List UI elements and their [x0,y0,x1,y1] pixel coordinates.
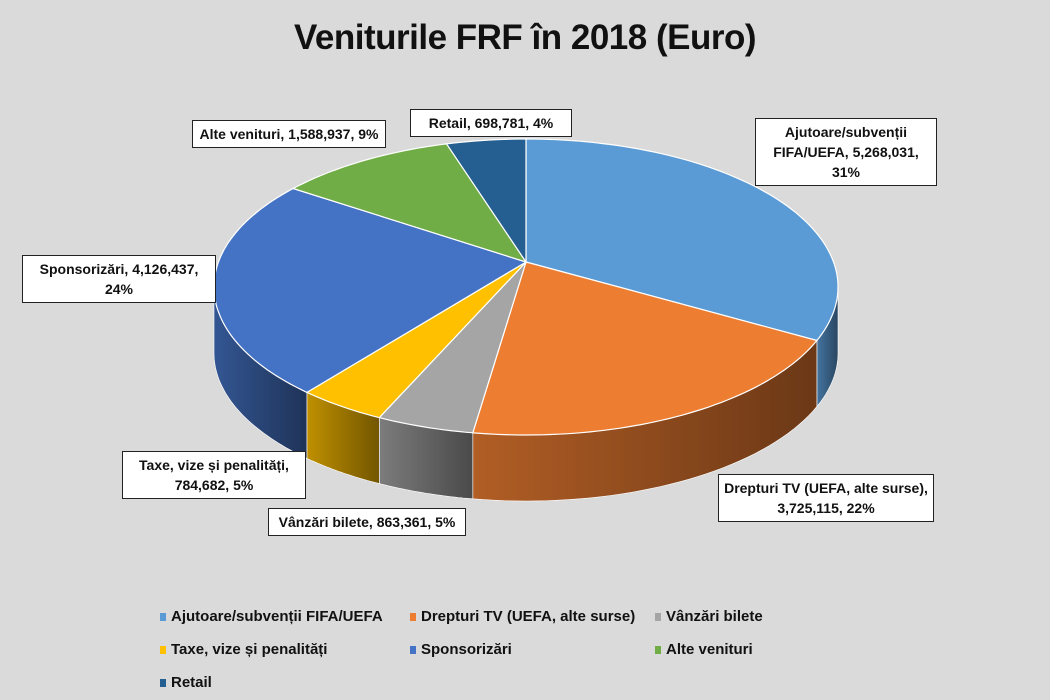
legend-swatch [410,645,416,654]
data-label-vanzari: Vânzări bilete, 863,361, 5% [268,508,466,536]
legend-swatch [655,645,661,654]
legend-swatch [160,645,166,654]
legend-label: Vânzări bilete [666,608,763,625]
data-label-alte: Alte venituri, 1,588,937, 9% [192,120,386,148]
legend-label: Retail [171,674,212,691]
legend-item-drepturi: Drepturi TV (UEFA, alte surse) [410,608,635,625]
legend-label: Ajutoare/subvenții FIFA/UEFA [171,608,383,625]
legend-item-retail: Retail [160,674,212,691]
chart-title: Veniturile FRF în 2018 (Euro) [294,18,756,57]
legend-label: Sponsorizări [421,641,512,658]
data-label-taxe: Taxe, vize și penalități, 784,682, 5% [122,451,306,499]
legend-item-ajutoare: Ajutoare/subvenții FIFA/UEFA [160,608,383,625]
legend-swatch [160,612,166,621]
pie-slice-5 [291,143,528,264]
legend-item-vanzari: Vânzări bilete [655,608,763,625]
legend-label: Alte venituri [666,641,753,658]
data-label-ajutoare: Ajutoare/subvenții FIFA/UEFA, 5,268,031,… [755,118,937,186]
legend-swatch [410,612,416,621]
legend-label: Taxe, vize și penalități [171,641,328,658]
data-label-drepturi: Drepturi TV (UEFA, alte surse), 3,725,11… [718,474,934,522]
legend-swatch [160,678,166,687]
data-label-sponsorizari: Sponsorizări, 4,126,437, 24% [22,255,216,303]
legend-item-taxe: Taxe, vize și penalități [160,641,327,658]
pie-slice-1 [472,261,818,436]
data-label-retail: Retail, 698,781, 4% [410,109,572,137]
pie-slice-3 [305,261,527,419]
legend-swatch [655,612,661,621]
pie-slice-2 [378,261,527,434]
legend-item-sponsorizari: Sponsorizări [410,641,512,658]
pie-slice-6 [445,138,527,264]
legend-label: Drepturi TV (UEFA, alte surse) [421,608,636,625]
legend-item-alte: Alte venituri [655,641,753,658]
pie-slice-0 [525,138,839,342]
